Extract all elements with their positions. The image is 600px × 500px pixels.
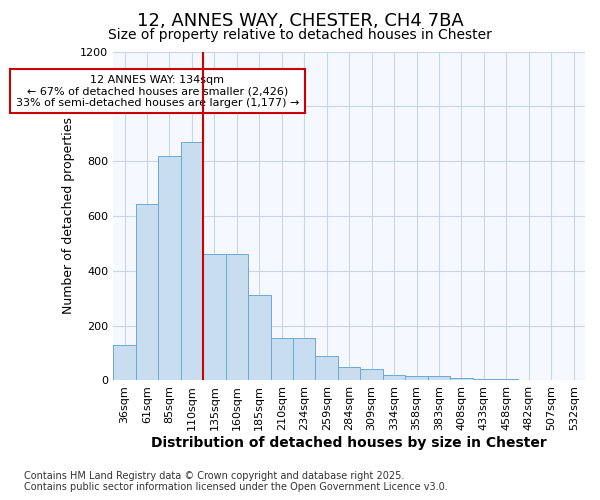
Text: Contains HM Land Registry data © Crown copyright and database right 2025.
Contai: Contains HM Land Registry data © Crown c… — [24, 471, 448, 492]
Bar — [450, 378, 473, 380]
Bar — [316, 356, 338, 380]
Text: 12 ANNES WAY: 134sqm
← 67% of detached houses are smaller (2,426)
33% of semi-de: 12 ANNES WAY: 134sqm ← 67% of detached h… — [16, 74, 299, 108]
Bar — [158, 156, 181, 380]
Bar — [361, 370, 383, 380]
Bar — [406, 376, 428, 380]
Text: Size of property relative to detached houses in Chester: Size of property relative to detached ho… — [108, 28, 492, 42]
Bar — [203, 254, 226, 380]
Bar — [428, 376, 450, 380]
Text: 12, ANNES WAY, CHESTER, CH4 7BA: 12, ANNES WAY, CHESTER, CH4 7BA — [137, 12, 463, 30]
Bar — [181, 142, 203, 380]
Bar — [338, 367, 361, 380]
Bar — [248, 296, 271, 380]
Bar — [383, 375, 406, 380]
X-axis label: Distribution of detached houses by size in Chester: Distribution of detached houses by size … — [151, 436, 547, 450]
Bar — [473, 379, 495, 380]
Bar — [136, 204, 158, 380]
Bar — [226, 254, 248, 380]
Bar — [271, 338, 293, 380]
Bar — [293, 338, 316, 380]
Bar — [113, 345, 136, 380]
Y-axis label: Number of detached properties: Number of detached properties — [62, 118, 75, 314]
